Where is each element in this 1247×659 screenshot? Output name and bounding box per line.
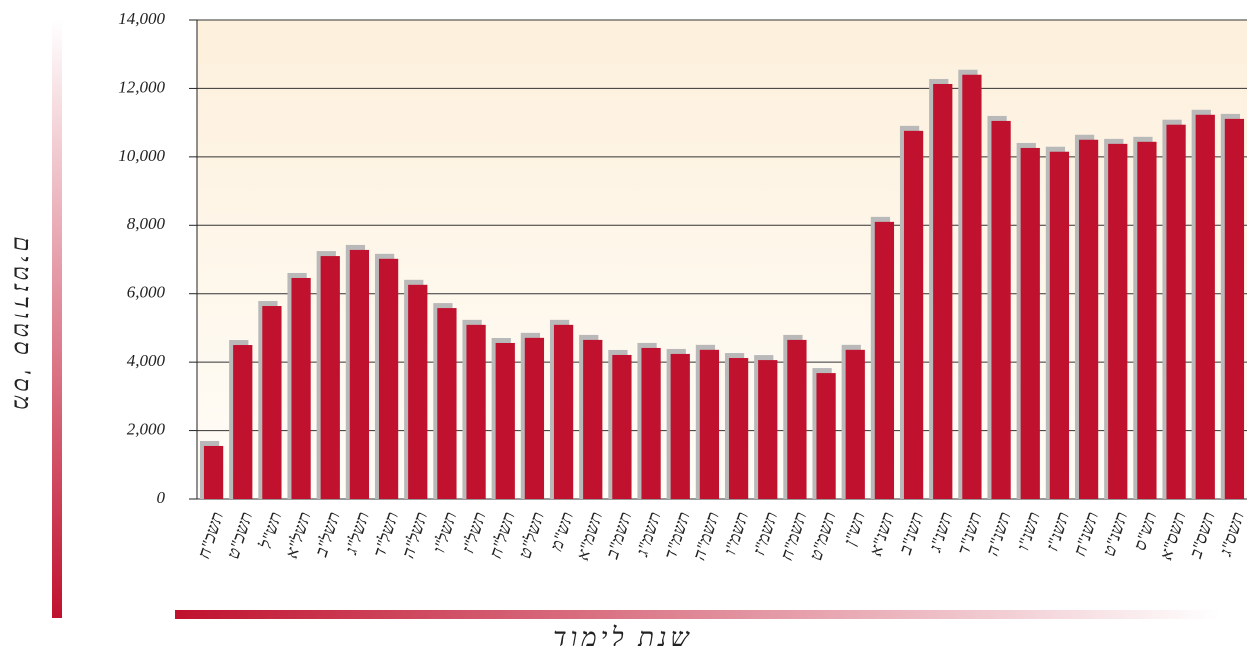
x-tick-label: תשמ"ח xyxy=(777,510,810,563)
x-tick-label: תשנ"א xyxy=(866,510,898,559)
y-axis-label: מס' סטודנטים xyxy=(8,236,34,413)
x-tick-label: תשמ"א xyxy=(573,510,606,563)
x-tick-label: תשל"ט xyxy=(515,510,548,561)
bar xyxy=(378,258,399,499)
bar xyxy=(524,337,545,499)
x-tick-label: תשמ"ט xyxy=(806,510,839,563)
x-tick-label: תשל"א xyxy=(282,510,315,561)
bar xyxy=(291,277,311,499)
x-tick-label: תשנ"ד xyxy=(954,510,986,558)
bar xyxy=(787,339,807,499)
x-tick-label: תשמ"ו xyxy=(720,510,752,558)
y-tick-label: 2,000 xyxy=(127,419,166,438)
x-tick-label: תש"ן xyxy=(840,510,869,548)
x-tick-label: תש"מ xyxy=(547,510,577,554)
bar xyxy=(1137,141,1157,499)
x-tick-label: תשס"ב xyxy=(1186,510,1219,562)
plot-background xyxy=(197,20,1247,499)
bar xyxy=(1078,139,1099,499)
y-tick-label: 4,000 xyxy=(127,351,166,370)
bar xyxy=(1166,124,1186,500)
bar xyxy=(845,349,865,499)
bar xyxy=(262,306,282,499)
bar xyxy=(1020,147,1040,499)
decor-bar xyxy=(52,20,62,618)
bar xyxy=(233,345,253,499)
bar xyxy=(437,308,457,499)
bar xyxy=(758,360,778,499)
bar xyxy=(466,324,486,499)
bar xyxy=(1108,143,1128,499)
x-tick-label: תשמ"ז xyxy=(749,510,781,558)
x-tick-label: תשנ"ה xyxy=(983,510,1015,559)
x-tick-label: תשל"ב xyxy=(311,510,343,560)
y-tick-label: 12,000 xyxy=(118,77,165,96)
x-tick-label: תשנ"ג xyxy=(925,510,956,556)
x-tick-label: תשל"ז xyxy=(458,510,489,556)
x-tick-label: תשנ"ב xyxy=(895,510,927,558)
bar xyxy=(1049,151,1070,499)
x-tick-label: תשל"ד xyxy=(370,510,402,560)
x-axis-label: שנת לימוד xyxy=(553,623,693,652)
x-tick-label: תשל"ה xyxy=(399,510,432,561)
x-tick-label: תשנ"ו xyxy=(1014,510,1044,553)
x-tick-label: תשנ"ח xyxy=(1070,510,1102,559)
x-tick-label: תש"ס xyxy=(1130,510,1160,553)
bar xyxy=(991,120,1011,500)
bar xyxy=(874,221,895,499)
bar xyxy=(1195,114,1215,500)
bar xyxy=(1224,118,1245,500)
bar xyxy=(349,249,370,499)
bar xyxy=(670,353,690,499)
decor-bar xyxy=(175,610,1220,619)
bar xyxy=(933,83,953,499)
x-tick-label: תשמ"ג xyxy=(632,510,664,560)
x-tick-label: תשל"ו xyxy=(429,510,460,556)
y-tick-label: 10,000 xyxy=(118,146,165,165)
bar xyxy=(553,324,574,499)
y-tick-label: 8,000 xyxy=(127,214,166,233)
bar xyxy=(816,373,836,499)
x-tick-label: תשכ"ט xyxy=(223,510,256,562)
x-tick-label: תשל"ג xyxy=(341,510,373,558)
bar xyxy=(203,445,224,499)
y-tick-label: 6,000 xyxy=(127,283,166,302)
x-tick-label: תשנ"ז xyxy=(1043,510,1073,554)
bar xyxy=(320,256,340,499)
x-tick-label: תשנ"ט xyxy=(1099,510,1131,559)
x-tick-label: תשמ"ב xyxy=(602,510,635,562)
bar xyxy=(583,339,603,499)
bar xyxy=(408,284,428,499)
bar xyxy=(728,358,749,499)
x-tick-label: תשמ"ד xyxy=(661,510,694,562)
x-tick-label: תשכ"ח xyxy=(194,510,227,561)
bar xyxy=(962,74,982,499)
bar xyxy=(612,354,632,499)
y-tick-label: 14,000 xyxy=(118,9,165,28)
x-tick-label: תשל"ח xyxy=(486,510,519,561)
y-tick-label: 0 xyxy=(157,488,166,507)
x-tick-label: תש"ל xyxy=(256,510,286,552)
bar xyxy=(903,130,924,499)
x-tick-label: תשמ"ה xyxy=(690,510,723,563)
bar xyxy=(641,347,661,499)
x-tick-label: תשס"ג xyxy=(1216,510,1247,559)
bar xyxy=(699,349,720,499)
bar xyxy=(495,342,515,499)
x-tick-label: תשס"א xyxy=(1156,510,1189,563)
